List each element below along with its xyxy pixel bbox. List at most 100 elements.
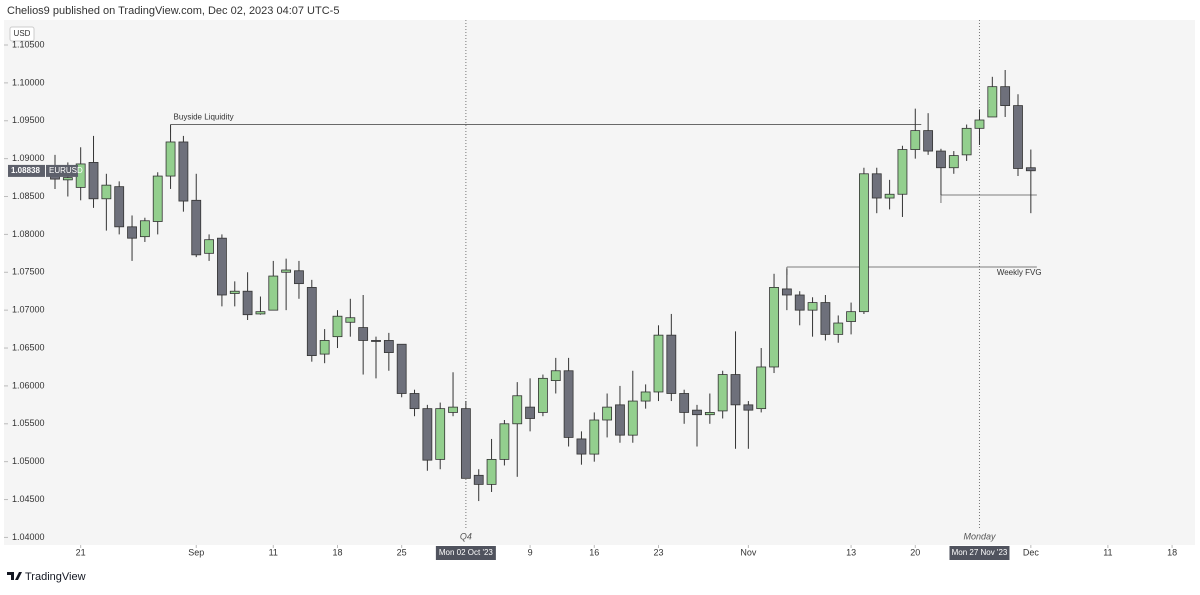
candle [563, 357, 574, 447]
candle [846, 302, 856, 335]
candle [589, 412, 600, 462]
candle-body [448, 406, 458, 413]
candle-body [679, 393, 690, 413]
candle-body [884, 193, 895, 199]
y-tick-label: 1.06500 [12, 342, 45, 352]
candle [409, 389, 420, 417]
candle [627, 370, 638, 443]
y-tick-label: 1.07000 [12, 305, 45, 315]
candle-body [807, 302, 818, 311]
candle-body [781, 288, 792, 296]
candle-body [974, 119, 985, 129]
candle-body [769, 287, 779, 368]
candle [255, 296, 266, 315]
candle [191, 173, 202, 258]
candle-body [114, 186, 125, 228]
marker-label: Monday [963, 531, 996, 541]
x-tick-label: 21 [76, 547, 86, 557]
candle-body [345, 317, 356, 323]
candle-body [640, 391, 651, 402]
candle [640, 384, 651, 409]
candle [961, 124, 972, 161]
candle-body [281, 269, 292, 273]
candle [114, 181, 125, 235]
candle [1013, 94, 1023, 177]
x-tick-label: 9 [528, 547, 533, 557]
candle-body [165, 141, 176, 177]
candle [820, 295, 831, 341]
candle-body [358, 327, 369, 341]
candle-body [717, 374, 728, 412]
axis-highlight-label: Mon 02 Oct '23 [439, 548, 494, 557]
candle [101, 173, 112, 231]
y-tick-label: 1.09500 [12, 115, 45, 125]
x-tick-label: 25 [397, 547, 407, 557]
candle-body [101, 184, 112, 200]
x-tick-label: 20 [910, 547, 920, 557]
candle [897, 145, 908, 217]
candle-body [242, 290, 253, 316]
candle [268, 260, 279, 311]
candle-body [627, 400, 638, 436]
candle [871, 167, 882, 214]
candle-body [88, 162, 99, 200]
candle-body [576, 438, 587, 455]
x-tick-label: 16 [589, 547, 599, 557]
axis-highlight-label: Mon 27 Nov '23 [952, 548, 1008, 557]
candle-body [512, 395, 523, 425]
header: Chelios9 published on TradingView.com, D… [7, 5, 339, 17]
candle-body [191, 199, 202, 256]
candle-body [62, 177, 73, 181]
candle-body [229, 290, 240, 294]
x-tick-label: 11 [269, 547, 278, 557]
candle [88, 135, 99, 208]
candle-body [692, 409, 702, 416]
last-price: 1.08838 [11, 166, 40, 175]
candle [974, 109, 985, 145]
candle [473, 469, 484, 502]
footer: TradingView [25, 571, 86, 583]
candle-body [371, 340, 381, 342]
candle [936, 148, 946, 195]
candle-body [460, 408, 471, 479]
y-tick-label: 1.04500 [12, 494, 45, 504]
candle-body [730, 374, 741, 406]
candle-body [473, 474, 484, 485]
candle [139, 217, 150, 242]
candle [769, 273, 779, 374]
candle [1000, 70, 1011, 117]
candle-body [486, 458, 497, 485]
candle-body [563, 370, 574, 438]
candle [460, 401, 471, 479]
candle [204, 234, 214, 261]
candle-body [704, 412, 715, 416]
candle [538, 374, 548, 417]
candle-body [204, 239, 214, 254]
candle [422, 404, 433, 471]
x-tick-label: Nov [740, 547, 757, 557]
candle [756, 348, 767, 413]
candle-body [859, 173, 869, 313]
candle-body [152, 175, 163, 222]
y-tick-label: 1.09000 [12, 153, 45, 163]
x-tick-label: 18 [332, 547, 342, 557]
candle [794, 291, 805, 326]
candle-body [409, 393, 420, 410]
x-tick-label: 23 [653, 547, 663, 557]
candle-body [217, 237, 227, 296]
candle [435, 402, 446, 470]
candle-body [499, 423, 510, 460]
candle [281, 258, 292, 311]
y-tick-label: 1.05000 [12, 456, 45, 466]
candle-body [319, 340, 330, 355]
candle [242, 272, 253, 320]
symbol: EURUSD [49, 166, 83, 175]
candle [499, 420, 510, 466]
candle [229, 281, 240, 307]
candle-body [871, 173, 882, 199]
candle-body [268, 275, 279, 311]
candle-body [1025, 167, 1036, 172]
candle [358, 295, 369, 375]
currency-box [9, 26, 35, 42]
